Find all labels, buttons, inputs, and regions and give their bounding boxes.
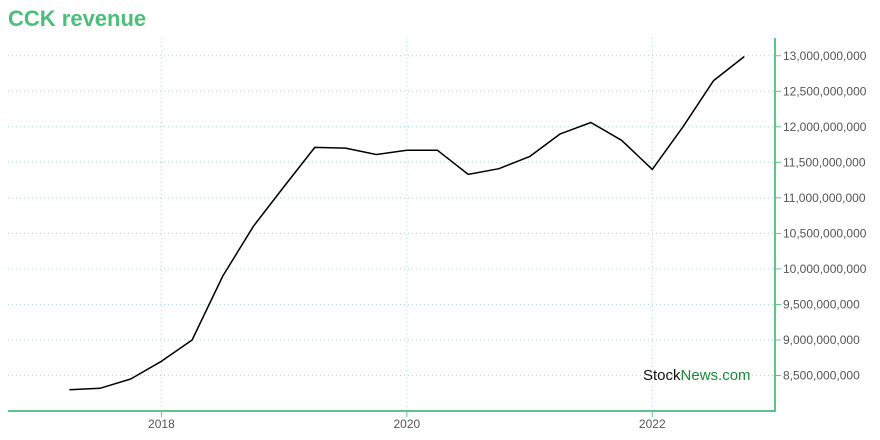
data-point-5 [220,274,225,279]
data-point-2 [128,377,133,382]
watermark-stock: Stock [643,367,681,384]
data-point-16 [558,131,563,136]
y-tick-label-1: 9,000,000,000 [783,333,860,347]
data-point-7 [282,184,287,189]
data-point-14 [496,166,501,171]
data-point-6 [251,224,256,229]
y-tick-label-4: 10,500,000,000 [783,226,867,240]
data-point-4 [190,337,195,342]
x-tick-label-1: 2020 [393,417,420,431]
grid-lines [8,38,775,411]
watermark-news: News [681,367,719,384]
data-point-20 [680,124,685,129]
watermark: StockNews.com [643,367,751,384]
y-tick-label-8: 12,500,000,000 [783,84,867,98]
data-point-21 [711,78,716,83]
revenue-series-line-0 [69,55,745,391]
data-point-13 [466,172,471,177]
data-point-9 [343,146,348,151]
watermark-dotcom: .com [718,367,751,384]
data-point-19 [650,167,655,172]
data-point-17 [588,120,593,125]
y-tick-label-6: 11,500,000,000 [783,155,866,169]
y-tick-label-7: 12,000,000,000 [783,120,867,134]
data-point-18 [619,138,624,143]
data-point-10 [374,152,379,157]
series-layer [67,54,747,392]
data-point-15 [527,154,532,159]
y-tick-label-5: 11,000,000,000 [783,191,866,205]
data-point-22 [742,54,747,59]
x-tick-label-0: 2018 [148,417,175,431]
data-point-12 [435,148,440,153]
data-point-11 [404,148,409,153]
y-tick-label-3: 10,000,000,000 [783,262,867,276]
chart-title: CCK revenue [8,6,147,31]
data-point-1 [98,386,103,391]
y-tick-label-9: 13,000,000,000 [783,49,867,63]
data-point-8 [312,145,317,150]
y-tick-label-0: 8,500,000,000 [783,368,860,382]
y-tick-label-2: 9,500,000,000 [783,297,860,311]
tick-labels: 8,500,000,000 9,000,000,000 9,500,000,000 1… [148,49,867,431]
data-point-3 [159,359,164,364]
axes [8,38,781,417]
x-tick-label-2: 2022 [639,417,666,431]
data-point-0 [67,387,72,392]
